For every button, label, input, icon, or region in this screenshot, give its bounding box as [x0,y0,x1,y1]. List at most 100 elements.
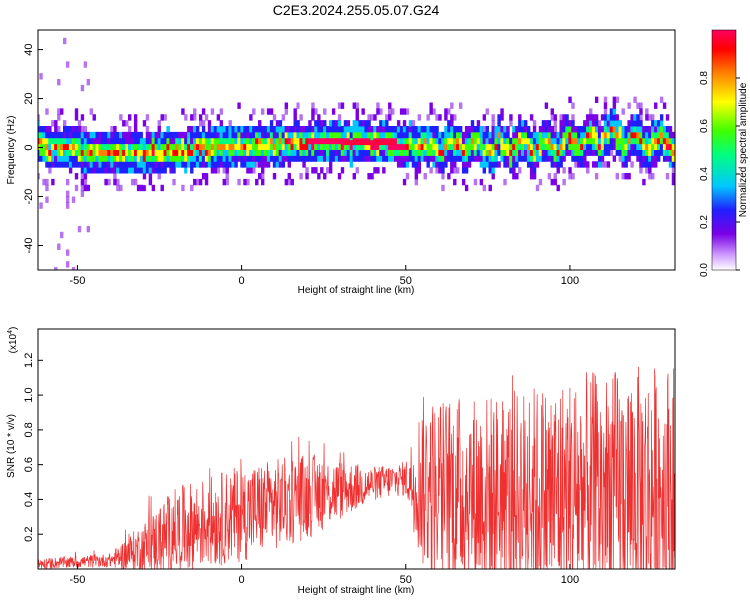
heatmap-cell [391,143,395,151]
heatmap-cell [246,167,250,174]
heatmap-cell [494,131,498,139]
heatmap-cell [509,143,513,151]
heatmap-cell [80,126,85,133]
heatmap-cell [497,126,501,133]
heatmap-cell [639,167,643,174]
heatmap-cell [553,161,557,168]
heatmap-cell [630,114,634,121]
heatmap-cell [184,114,188,121]
heatmap-cell [379,131,383,139]
heatmap-cell [281,137,286,145]
heatmap-cell [544,131,549,139]
heatmap-cell [234,126,238,133]
heatmap-cell [473,131,478,139]
heatmap-cell [80,149,85,156]
heatmap-cell [243,178,247,186]
heatmap-cell [119,137,123,145]
heatmap-cell [320,126,324,133]
heatmap-cell [591,120,596,127]
heatmap-cell [583,149,587,156]
heatmap-cell [281,143,286,151]
heatmap-cell [92,114,96,121]
heatmap-cell [352,173,357,180]
heatmap-cell [299,173,303,180]
heatmap-cell [467,137,472,145]
heatmap-cell [355,126,359,133]
heatmap-cell [464,155,469,162]
heatmap-cell [45,137,49,145]
heatmap-cell [101,167,105,174]
heatmap-cell [642,178,646,186]
spectrogram-xtick-label: 100 [561,275,579,287]
heatmap-cell [494,143,498,151]
heatmap-cell [266,137,271,145]
heatmap-cell [435,114,439,121]
heatmap-cell [42,155,46,162]
heatmap-cell [512,167,516,174]
heatmap-cell [373,114,377,121]
heatmap-cell [627,102,631,109]
heatmap-cell [665,131,670,139]
heatmap-cell [621,149,625,156]
heatmap-cell [621,161,625,168]
heatmap-cell [343,126,348,133]
heatmap-cell [633,102,637,109]
heatmap-cell [45,196,49,203]
heatmap-cell [198,131,203,139]
heatmap-cell [577,126,581,133]
heatmap-cell [405,155,410,162]
heatmap-cell [323,120,327,127]
heatmap-cell [491,120,495,127]
heatmap-cell [491,131,495,139]
heatmap-cell [326,131,330,139]
heatmap-cell [337,102,342,109]
heatmap-cell [281,149,286,156]
heatmap-cell [550,149,554,156]
heatmap-cell [491,137,495,145]
heatmap-cell [461,149,466,156]
heatmap-cell [86,167,91,174]
heatmap-cell [488,184,492,192]
heatmap-cell [166,149,170,156]
heatmap-cell [645,143,649,151]
heatmap-cell [60,143,64,151]
heatmap-cell [399,161,404,168]
heatmap-cell [583,161,587,168]
heatmap-cell [290,149,294,156]
heatmap-cell [166,155,170,162]
heatmap-cell [80,184,85,192]
spectrogram-heatmap [38,37,675,270]
heatmap-cell [654,155,658,162]
heatmap-cell [340,167,345,174]
heatmap-cell [423,137,427,145]
heatmap-cell [299,131,303,139]
heatmap-cell [665,143,670,151]
heatmap-cell [559,126,563,133]
heatmap-cell [435,143,439,151]
heatmap-cell [240,161,244,168]
heatmap-cell [154,143,159,151]
heatmap-cell [296,143,300,151]
heatmap-cell [586,120,590,127]
heatmap-cell [447,143,451,151]
heatmap-cell [204,131,209,139]
heatmap-cell [154,161,159,168]
spectrogram-frame [37,29,676,271]
heatmap-cell [275,143,280,151]
heatmap-cell [553,131,557,139]
heatmap-cell [299,143,303,151]
heatmap-cell [86,37,91,45]
heatmap-cell [296,155,300,162]
heatmap-cell [219,126,224,133]
heatmap-cell [323,108,327,115]
heatmap-cell [39,126,43,133]
heatmap-cell [65,190,70,198]
heatmap-cell [600,161,605,168]
heatmap-cell [515,149,519,156]
heatmap-cell [597,126,602,133]
heatmap-cell [231,126,235,133]
heatmap-cell [565,143,569,151]
heatmap-cell [334,126,339,133]
heatmap-cell [382,131,386,139]
heatmap-cell [219,137,224,145]
